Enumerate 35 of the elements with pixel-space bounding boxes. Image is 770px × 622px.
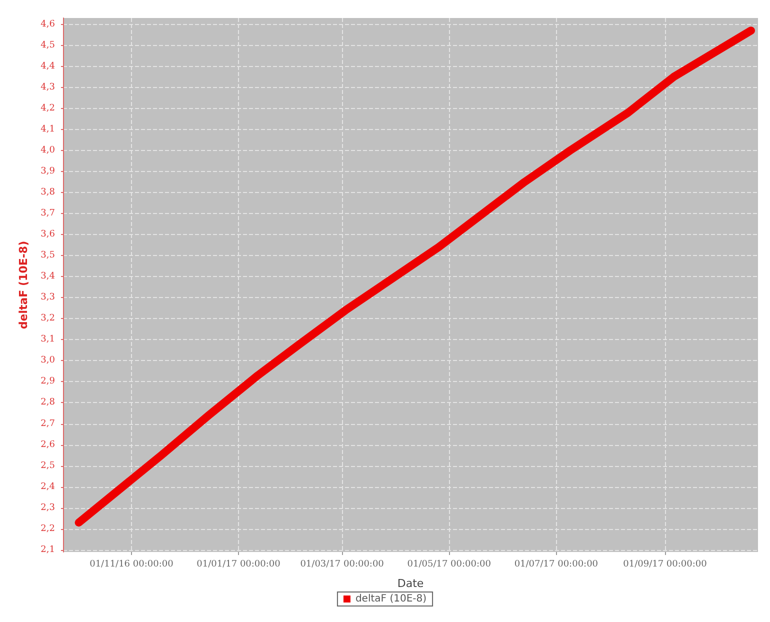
y-tick-label: 4,1 — [40, 124, 55, 134]
y-tick-label: 3,5 — [40, 250, 56, 261]
y-tick-label: 2,7 — [40, 418, 56, 429]
y-tick-label: 3,0 — [40, 356, 56, 366]
y-tick-label: 2,9 — [40, 376, 56, 387]
y-tick-label: 2,6 — [40, 440, 56, 450]
y-tick-label: 3,9 — [40, 166, 56, 176]
y-tick-label: 2,8 — [40, 398, 56, 408]
y-tick-label: 4,3 — [40, 82, 56, 92]
y-tick-label: 4,2 — [40, 103, 55, 114]
x-axis-title: Date — [397, 577, 424, 590]
y-tick-label: 2,3 — [40, 502, 56, 513]
y-tick-label: 4,4 — [40, 61, 56, 72]
x-tick-label: 01/03/17 00:00:00 — [300, 560, 384, 570]
y-tick-label: 2,4 — [40, 482, 56, 492]
y-tick-label: 3,8 — [40, 187, 56, 198]
y-tick-label: 3,4 — [40, 272, 56, 282]
y-tick-label: 3,3 — [40, 292, 56, 303]
x-tick-label: 01/07/17 00:00:00 — [514, 560, 598, 570]
y-tick-label: 2,1 — [40, 544, 55, 555]
y-tick-label: 4,5 — [40, 40, 56, 50]
y-tick-label: 3,2 — [40, 314, 55, 324]
y-tick-label: 4,0 — [40, 145, 56, 156]
y-tick-label: 2,2 — [40, 524, 55, 534]
legend-label: deltaF (10E-8) — [355, 594, 427, 604]
x-tick-label: 01/11/16 00:00:00 — [90, 560, 174, 570]
y-tick-label: 3,1 — [40, 334, 55, 345]
y-tick-label: 2,5 — [40, 460, 56, 471]
y-tick-label: 3,7 — [40, 208, 56, 219]
y-tick-label: 3,6 — [40, 230, 56, 240]
y-tick-label: 4,6 — [40, 19, 56, 30]
x-tick-label: 01/01/17 00:00:00 — [196, 560, 281, 570]
x-tick-label: 01/05/17 00:00:00 — [407, 560, 492, 570]
y-axis-title: deltaF (10E-8) — [17, 240, 30, 330]
x-tick-label: 01/09/17 00:00:00 — [623, 560, 708, 570]
